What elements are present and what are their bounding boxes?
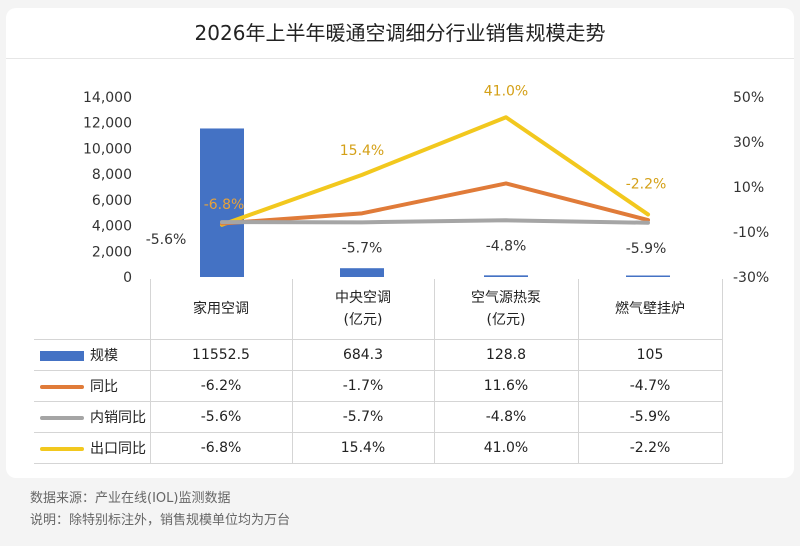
data-label-内销同比: -5.9% — [626, 241, 667, 257]
table-cell: 15.4% — [291, 432, 435, 464]
table-cell: -4.8% — [433, 401, 579, 433]
data-label-出口同比: -2.2% — [626, 176, 667, 192]
source-note: 数据来源：产业在线(IOL)监测数据 — [30, 491, 231, 506]
left-axis-tick: 0 — [123, 270, 132, 286]
table-cell: 684.3 — [291, 339, 435, 371]
table-cell: 11552.5 — [149, 339, 293, 371]
legend-label: 规模 — [90, 348, 118, 364]
line-同比 — [220, 181, 650, 226]
table-cell: -6.2% — [149, 370, 293, 402]
category-header: 燃气壁挂炉 — [577, 279, 723, 340]
left-axis-tick: 8,000 — [92, 167, 132, 183]
legend-swatch — [40, 416, 84, 420]
table-row: 同比 -6.2% -1.7% 11.6% -4.7% — [34, 370, 723, 402]
unit-note: 说明：除特别标注外，销售规模单位均为万台 — [30, 513, 291, 528]
left-axis-tick: 10,000 — [83, 141, 132, 157]
table-row: 内销同比 -5.6% -5.7% -4.8% -5.9% — [34, 401, 723, 433]
table-cell: -1.7% — [291, 370, 435, 402]
left-axis-tick: 6,000 — [92, 193, 132, 209]
legend-entry: 内销同比 — [34, 401, 151, 433]
data-table: 家用空调 中央空调 (亿元) 空气源热泵 (亿元) 燃气壁挂炉规模 11552.5 684.3… — [34, 279, 723, 464]
table-cell: -4.7% — [577, 370, 723, 402]
bar-规模 — [340, 268, 384, 277]
category-header: 中央空调 (亿元) — [291, 279, 435, 340]
right-axis-tick: 10% — [733, 180, 764, 196]
left-axis-tick: 2,000 — [92, 244, 132, 260]
table-cell: -5.6% — [149, 401, 293, 433]
data-label-内销同比: -5.7% — [342, 240, 383, 256]
chart-title: 2026年上半年暖通空调细分行业销售规模走势 — [6, 8, 794, 59]
table-cell: -6.8% — [149, 432, 293, 464]
category-header: 家用空调 — [149, 279, 293, 340]
right-axis-tick: -30% — [733, 270, 769, 286]
right-axis-tick: 30% — [733, 135, 764, 151]
legend-entry: 出口同比 — [34, 432, 151, 464]
table-cell: 105 — [577, 339, 723, 371]
data-label-出口同比: 41.0% — [484, 83, 528, 99]
legend-entry: 规模 — [34, 339, 151, 371]
category-header: 空气源热泵 (亿元) — [433, 279, 579, 340]
right-axis-tick: -10% — [733, 225, 769, 241]
table-cell: 41.0% — [433, 432, 579, 464]
data-label-出口同比: 15.4% — [340, 143, 384, 159]
legend-swatch — [40, 351, 84, 361]
legend-swatch — [40, 385, 84, 389]
left-axis-tick: 14,000 — [83, 90, 132, 106]
left-axis-tick: 4,000 — [92, 219, 132, 235]
table-row: 规模 11552.5 684.3 128.8 105 — [34, 339, 723, 371]
table-cell: -5.9% — [577, 401, 723, 433]
table-cell: 11.6% — [433, 370, 579, 402]
data-label-内销同比: -5.6% — [146, 232, 187, 248]
legend-swatch — [40, 447, 84, 451]
table-corner — [34, 279, 150, 340]
line-出口同比 — [220, 115, 650, 227]
data-label-内销同比: -4.8% — [486, 238, 527, 254]
table-cell: -2.2% — [577, 432, 723, 464]
right-axis-tick: 50% — [733, 90, 764, 106]
table-cell: -5.7% — [291, 401, 435, 433]
legend-label: 内销同比 — [90, 410, 146, 426]
data-label-出口同比: -6.8% — [204, 197, 245, 213]
footer: 数据来源：产业在线(IOL)监测数据 说明：除特别标注外，销售规模单位均为万台 — [30, 488, 290, 532]
bar-规模 — [626, 275, 670, 277]
bar-规模 — [484, 275, 528, 277]
legend-label: 同比 — [90, 379, 118, 395]
legend-label: 出口同比 — [90, 441, 146, 457]
table-cell: 128.8 — [433, 339, 579, 371]
left-axis-tick: 12,000 — [83, 116, 132, 132]
table-row: 出口同比 -6.8% 15.4% 41.0% -2.2% — [34, 432, 723, 464]
line-内销同比 — [220, 218, 650, 225]
legend-entry: 同比 — [34, 370, 151, 402]
bar-规模 — [200, 128, 244, 277]
